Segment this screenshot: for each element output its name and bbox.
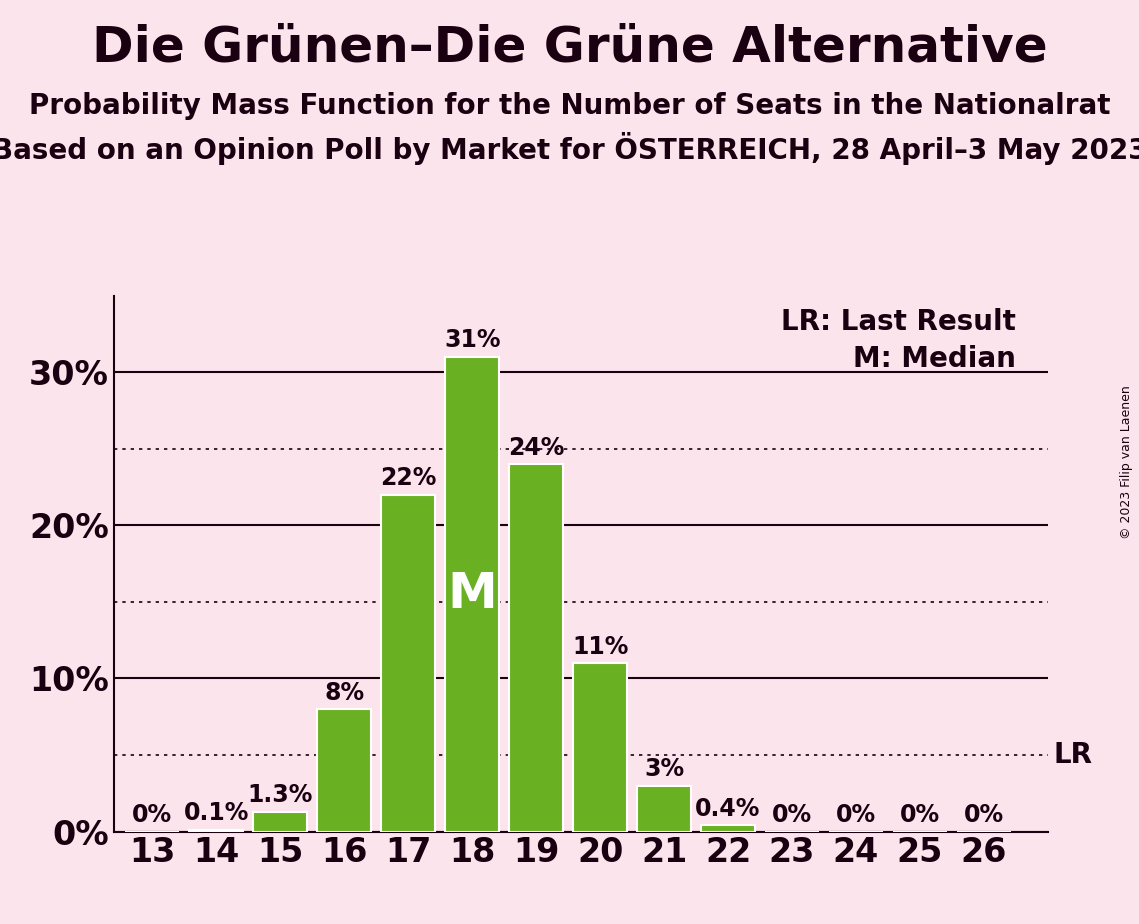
Text: 0%: 0% — [772, 803, 812, 827]
Text: 0.1%: 0.1% — [183, 801, 249, 825]
Text: M: Median: M: Median — [853, 345, 1016, 372]
Text: 3%: 3% — [644, 757, 685, 781]
Text: 0%: 0% — [900, 803, 940, 827]
Text: 31%: 31% — [444, 328, 500, 352]
Bar — [253, 811, 308, 832]
Text: 0%: 0% — [836, 803, 876, 827]
Text: © 2023 Filip van Laenen: © 2023 Filip van Laenen — [1121, 385, 1133, 539]
Bar — [445, 357, 499, 832]
Bar — [380, 494, 435, 832]
Text: 0%: 0% — [132, 803, 172, 827]
Bar — [189, 830, 244, 832]
Text: 0.4%: 0.4% — [695, 796, 761, 821]
Bar — [700, 825, 755, 832]
Text: 0%: 0% — [964, 803, 1003, 827]
Bar — [317, 709, 371, 832]
Text: 11%: 11% — [572, 635, 629, 659]
Text: M: M — [448, 570, 497, 618]
Text: Based on an Opinion Poll by Market for ÖSTERREICH, 28 April–3 May 2023: Based on an Opinion Poll by Market for Ö… — [0, 132, 1139, 165]
Text: 8%: 8% — [325, 680, 364, 704]
Text: Die Grünen–Die Grüne Alternative: Die Grünen–Die Grüne Alternative — [91, 23, 1048, 71]
Text: LR: Last Result: LR: Last Result — [781, 308, 1016, 336]
Bar — [573, 663, 628, 832]
Bar — [637, 785, 691, 832]
Text: 24%: 24% — [508, 435, 564, 459]
Bar — [509, 464, 564, 832]
Text: Probability Mass Function for the Number of Seats in the Nationalrat: Probability Mass Function for the Number… — [28, 92, 1111, 120]
Text: 22%: 22% — [380, 466, 436, 490]
Text: LR: LR — [1054, 741, 1092, 769]
Text: 1.3%: 1.3% — [247, 784, 313, 807]
